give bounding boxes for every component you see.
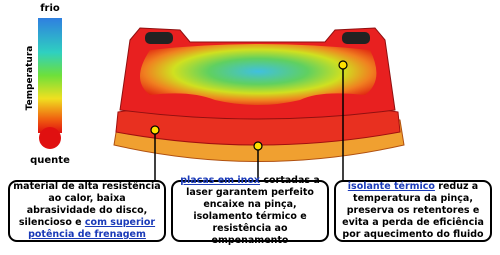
text: material de alta resistência ao calor, b… <box>13 181 161 228</box>
thermometer-top-label: frio <box>40 3 60 14</box>
callout-dot <box>253 141 263 151</box>
pad-hole <box>145 32 173 44</box>
thermometer-bottom-label: quente <box>30 155 70 166</box>
callout-dot <box>150 125 160 135</box>
callout-text: placas em inox cortadas a laser garantem… <box>176 175 324 247</box>
callout-box: material de alta resistência ao calor, b… <box>8 180 166 242</box>
pad-friction-surface <box>140 44 377 105</box>
callout-text: isolante térmico reduz a temperatura da … <box>339 181 487 241</box>
link[interactable]: com superior potência de frenagem <box>28 217 156 240</box>
callout-box: placas em inox cortadas a laser garantem… <box>171 175 329 246</box>
callout-text: material de alta resistência ao calor, b… <box>13 181 161 241</box>
link[interactable]: placas em inox <box>180 175 261 186</box>
text: reduz a temperatura da pinça, preserva o… <box>342 181 484 240</box>
thermometer-bulb <box>39 127 61 149</box>
thermometer-bar <box>38 18 62 133</box>
text: cortadas a laser garantem perfeito encai… <box>186 175 320 246</box>
pad-hole <box>342 32 370 44</box>
callout-box: isolante térmico reduz a temperatura da … <box>334 180 492 242</box>
thermometer-axis-label: Temperatura <box>25 46 35 111</box>
link[interactable]: isolante térmico <box>347 181 435 192</box>
callout-dot <box>338 60 348 70</box>
